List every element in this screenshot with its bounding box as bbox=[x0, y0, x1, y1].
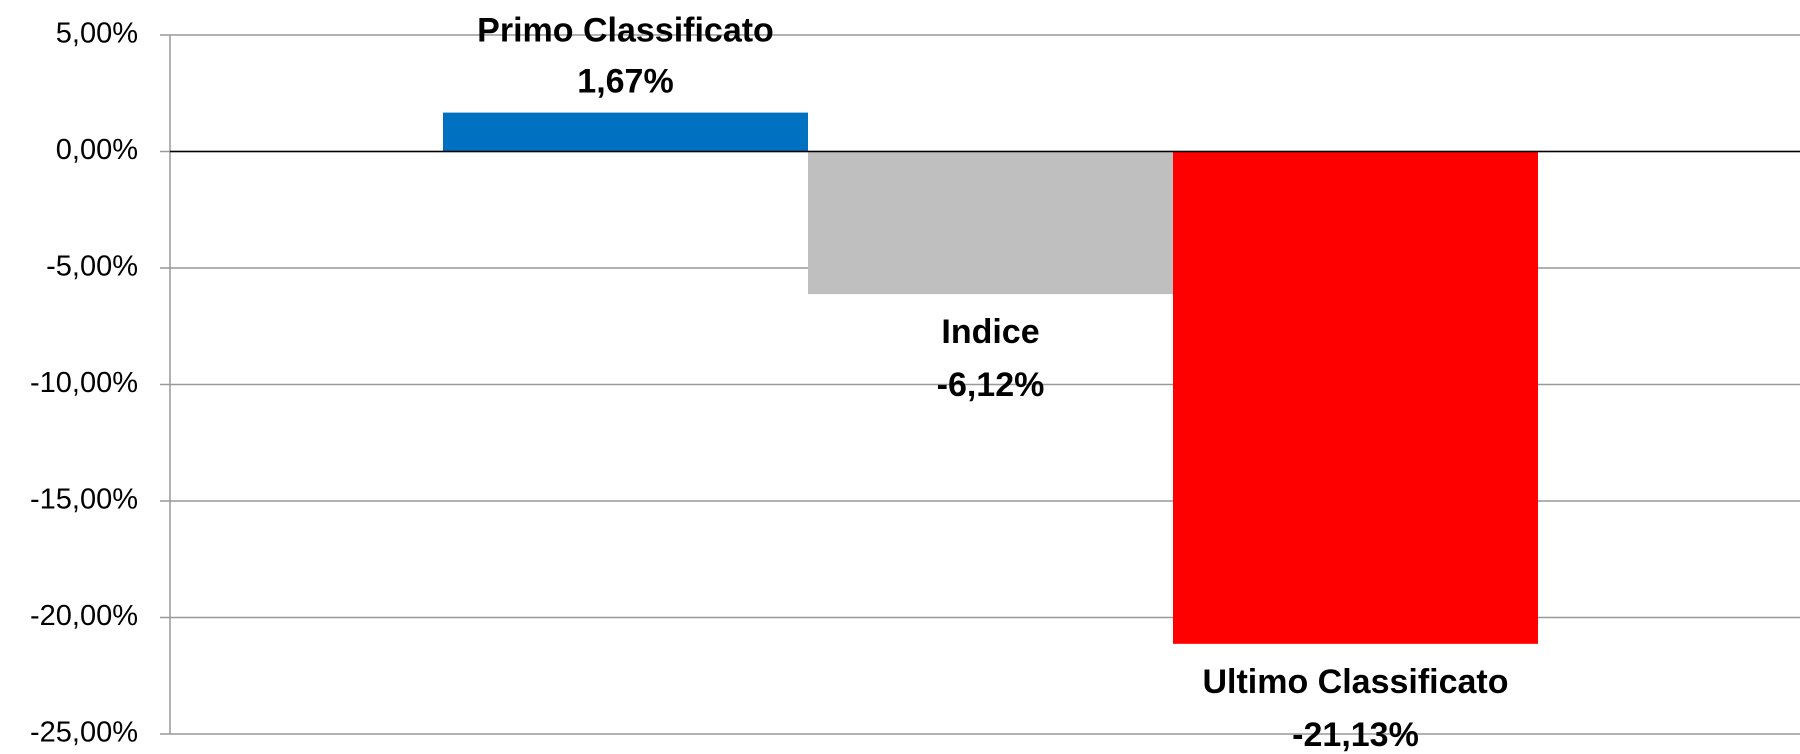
value-label: -6,12% bbox=[937, 366, 1045, 404]
y-tick-label: 5,00% bbox=[56, 18, 138, 50]
bar bbox=[1173, 151, 1538, 644]
value-label: 1,67% bbox=[577, 63, 673, 101]
y-tick-label: -20,00% bbox=[30, 600, 138, 632]
y-tick-label: -10,00% bbox=[30, 367, 138, 399]
y-tick-label: -25,00% bbox=[30, 717, 138, 749]
y-tick-label: -5,00% bbox=[46, 251, 138, 283]
y-tick-label: 0,00% bbox=[56, 134, 138, 166]
y-tick-label: -15,00% bbox=[30, 484, 138, 516]
value-label: -21,13% bbox=[1292, 716, 1419, 754]
category-label: Ultimo Classificato bbox=[1202, 663, 1508, 701]
category-label: Primo Classificato bbox=[477, 12, 774, 50]
bar bbox=[443, 112, 808, 152]
category-label: Indice bbox=[941, 313, 1039, 351]
bar bbox=[808, 151, 1173, 295]
